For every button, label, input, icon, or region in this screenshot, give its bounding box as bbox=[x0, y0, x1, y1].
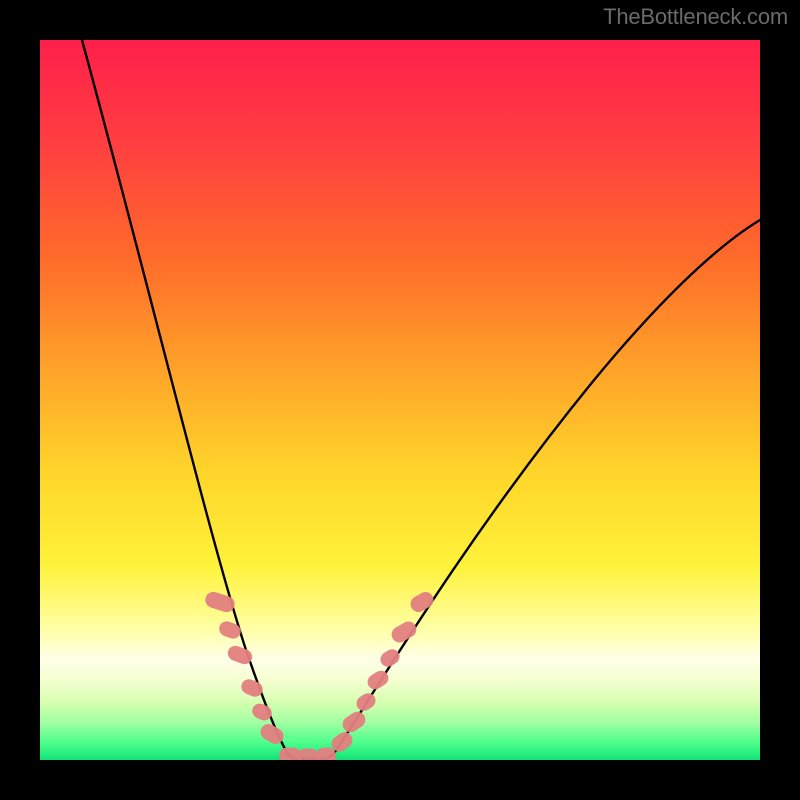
watermark-text: TheBottleneck.com bbox=[603, 4, 788, 30]
curve-marker bbox=[389, 619, 420, 646]
curve-marker bbox=[217, 619, 243, 641]
curve-markers bbox=[203, 589, 436, 760]
curve-marker bbox=[408, 589, 437, 615]
curve-marker bbox=[378, 646, 403, 669]
curve-marker bbox=[354, 690, 379, 714]
curve-marker bbox=[316, 748, 336, 761]
curve-marker bbox=[239, 677, 265, 699]
curve-marker bbox=[203, 590, 236, 614]
v-curve-path bbox=[82, 40, 760, 759]
curve-marker bbox=[340, 709, 369, 736]
plot-area bbox=[40, 40, 760, 760]
curve-marker bbox=[297, 749, 319, 761]
bottleneck-curve bbox=[40, 40, 760, 760]
chart-frame: TheBottleneck.com bbox=[0, 0, 800, 800]
